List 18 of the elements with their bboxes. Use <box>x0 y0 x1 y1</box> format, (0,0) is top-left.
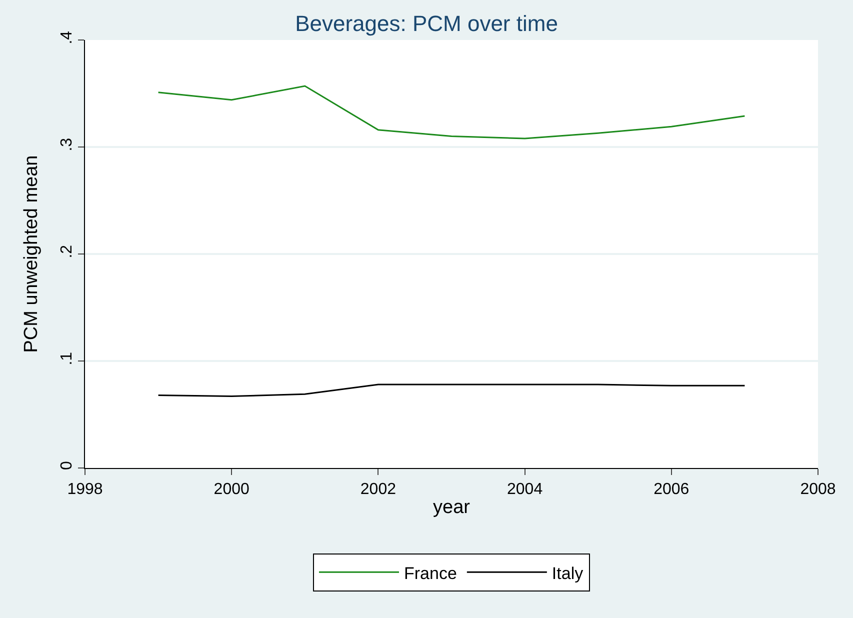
legend-label: France <box>404 564 457 583</box>
y-tick-label: 0 <box>58 461 76 470</box>
legend-label: Italy <box>552 564 584 583</box>
y-tick-label: .4 <box>58 30 76 44</box>
y-tick-label: .2 <box>58 244 76 258</box>
x-tick-label: 1998 <box>67 481 103 498</box>
x-axis-title: year <box>433 497 471 518</box>
x-tick-label: 2000 <box>214 481 250 498</box>
x-tick-label: 2004 <box>507 481 543 498</box>
line-series <box>158 85 746 140</box>
chart-title: Beverages: PCM over time <box>295 10 558 36</box>
y-tick-label: .3 <box>58 138 76 152</box>
x-tick-label: 2002 <box>360 481 396 498</box>
x-tick-label: 2006 <box>654 481 690 498</box>
y-tick-label: .1 <box>58 352 76 366</box>
y-axis-title: PCM unweighted mean <box>21 155 42 353</box>
x-tick-label: 2008 <box>800 481 836 498</box>
line-series <box>158 384 746 398</box>
